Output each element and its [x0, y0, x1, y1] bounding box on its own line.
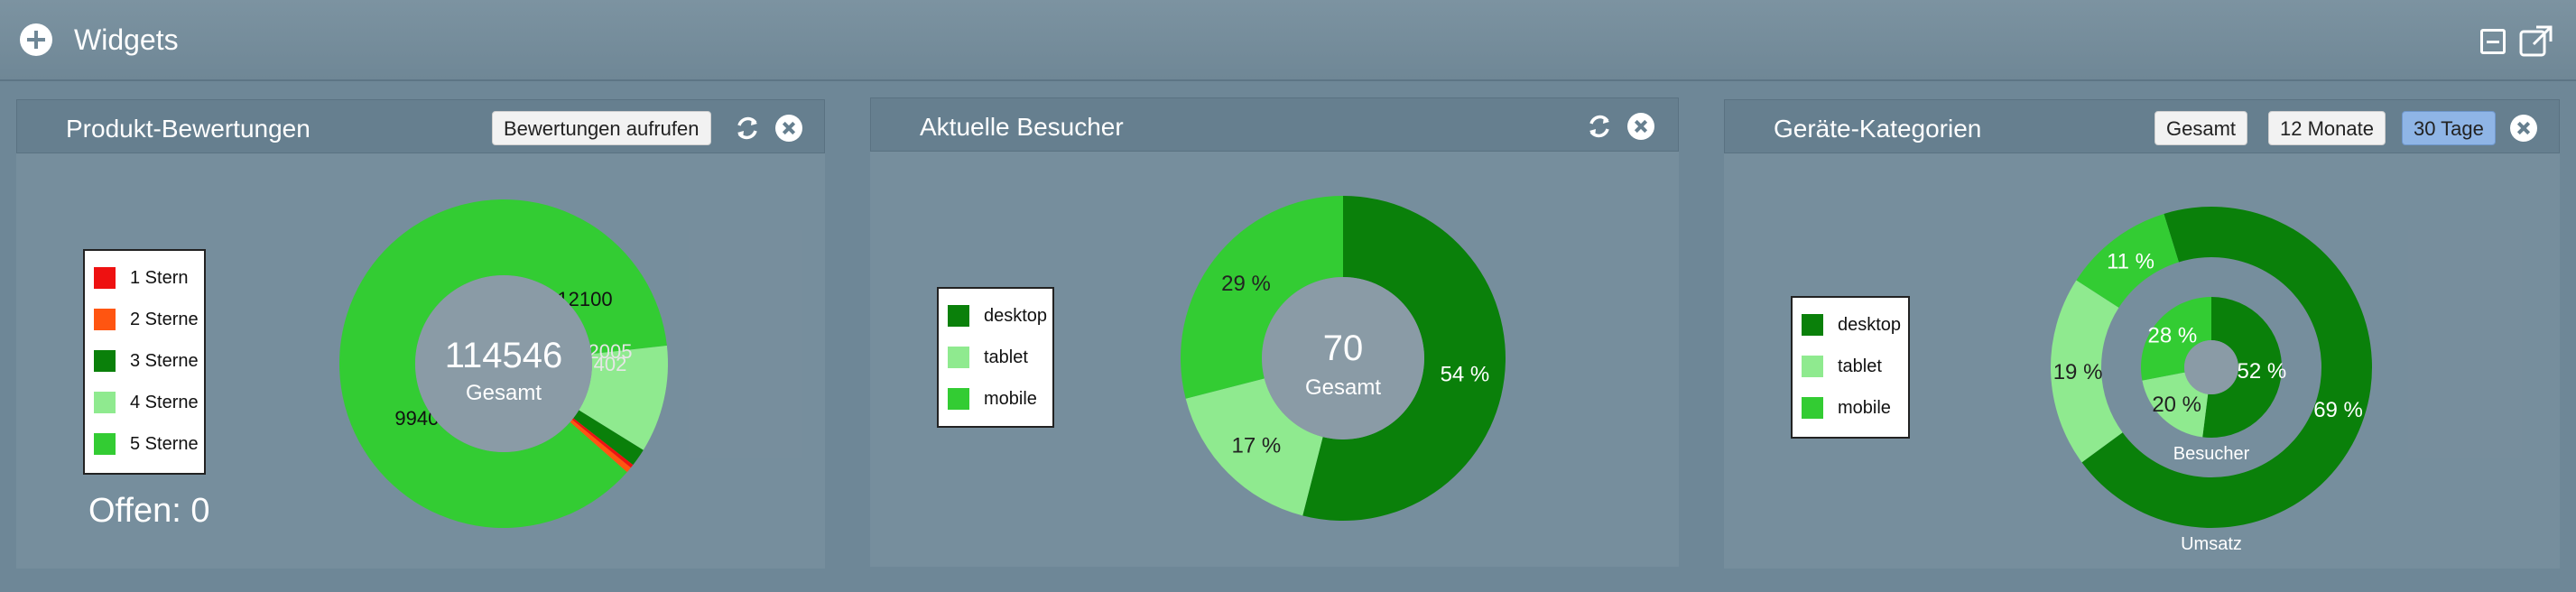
visitors-total: 70	[1323, 328, 1364, 368]
open-count: Offen: 0	[88, 492, 210, 530]
open-ratings-button[interactable]: Bewertungen aufrufen	[492, 111, 711, 145]
legend-label: 5 Sterne	[130, 434, 199, 454]
total-filter-button[interactable]: Gesamt	[2154, 111, 2248, 145]
visitors-widget-header: Aktuelle Besucher	[870, 97, 1679, 152]
devices-inner-slice-label-1: 20 %	[2152, 393, 2201, 417]
ratings-total-caption: Gesamt	[466, 381, 542, 405]
legend-label: tablet	[1838, 356, 1882, 376]
legend-label: 1 Stern	[130, 268, 189, 288]
legend-label: 3 Sterne	[130, 351, 199, 371]
minimize-icon[interactable]	[2480, 29, 2506, 54]
devices-inner-slice-0	[2202, 297, 2282, 438]
legend-label: tablet	[984, 347, 1028, 367]
legend-label: mobile	[1838, 398, 1891, 418]
legend-swatch	[94, 267, 116, 289]
visitors-slice-2	[1181, 196, 1343, 399]
legend-swatch	[1802, 314, 1823, 336]
ratings-total: 114546	[445, 336, 563, 375]
visitors-slice-label-0: 54 %	[1441, 362, 1490, 386]
devices-widget-title: Geräte-Kategorien	[1774, 115, 1982, 143]
devices-widget-header: Geräte-Kategorien Gesamt 12 Monate 30 Ta…	[1724, 99, 2560, 153]
ratings-slice-3	[571, 418, 634, 468]
close-icon[interactable]	[775, 115, 802, 142]
legend-swatch	[1802, 397, 1823, 419]
legend-label: 2 Sterne	[130, 310, 199, 329]
legend-swatch	[94, 392, 116, 413]
widgets-topbar: Widgets	[0, 0, 2576, 81]
add-widget-icon[interactable]	[20, 23, 52, 56]
visitors-slice-label-1: 17 %	[1231, 434, 1281, 458]
devices-inner-caption: Besucher	[2173, 444, 2250, 464]
refresh-icon[interactable]	[734, 115, 761, 142]
legend-label: mobile	[984, 389, 1037, 409]
visitors-slice-1	[1185, 378, 1323, 516]
visitors-total-caption: Gesamt	[1305, 375, 1381, 400]
ratings-legend: 1 Stern 2 Sterne 3 Sterne 4 Sterne 5 Sterne	[83, 249, 206, 475]
close-icon[interactable]	[2510, 115, 2537, 142]
legend-swatch	[94, 433, 116, 455]
12-months-filter-button[interactable]: 12 Monate	[2268, 111, 2386, 145]
devices-outer-slice-label-0: 69 %	[2313, 398, 2363, 422]
devices-outer-slice-label-1: 19 %	[2053, 360, 2103, 384]
popout-icon[interactable]	[2518, 23, 2554, 58]
visitors-slice-0	[1302, 196, 1506, 521]
visitors-legend: desktop tablet mobile	[937, 287, 1054, 428]
close-icon[interactable]	[1627, 113, 1654, 140]
visitors-slice-label-2: 29 %	[1221, 272, 1271, 296]
ratings-slice-2	[573, 410, 644, 466]
legend-swatch	[1802, 356, 1823, 377]
ratings-slice-0	[339, 199, 667, 528]
refresh-icon[interactable]	[1586, 113, 1613, 140]
devices-inner-slice-1	[2142, 372, 2209, 438]
devices-outer-caption: Umsatz	[2181, 534, 2242, 554]
legend-swatch	[94, 350, 116, 372]
legend-swatch	[948, 388, 969, 410]
ratings-slice-4	[570, 420, 631, 473]
devices-donut-chart: 69 % 19 % 11 % 52 % 20 % 28 % Besucher Umsatz	[2051, 207, 2372, 554]
visitors-donut-chart: 54 % 17 % 29 % 70 Gesamt	[1181, 196, 1506, 521]
ratings-slice-label-2: 2005	[588, 340, 633, 363]
devices-inner-slice-label-0: 52 %	[2238, 359, 2287, 384]
topbar-title: Widgets	[74, 23, 179, 56]
devices-outer-slice-label-2: 11 %	[2107, 249, 2154, 273]
devices-outer-slice-1	[2051, 280, 2123, 463]
devices-inner-slice-2	[2141, 297, 2211, 381]
ratings-widget-title: Produkt-Bewertungen	[66, 115, 310, 143]
legend-swatch	[948, 347, 969, 368]
legend-swatch	[94, 309, 116, 330]
devices-outer-slice-2	[2076, 213, 2179, 308]
devices-outer-slice-0	[2081, 207, 2372, 528]
30-days-filter-button[interactable]: 30 Tage	[2402, 111, 2496, 145]
devices-inner-slice-label-2: 28 %	[2147, 324, 2197, 348]
legend-swatch	[948, 305, 969, 327]
ratings-slice-label-3: 402	[594, 353, 627, 375]
legend-label: desktop	[1838, 315, 1902, 335]
visitors-widget-title: Aktuelle Besucher	[920, 113, 1124, 141]
ratings-widget-header: Produkt-Bewertungen Bewertungen aufrufen	[16, 99, 825, 153]
ratings-slice-1	[579, 346, 668, 450]
legend-label: 4 Sterne	[130, 393, 199, 412]
devices-legend: desktop tablet mobile	[1791, 296, 1910, 439]
legend-label: desktop	[984, 306, 1048, 326]
